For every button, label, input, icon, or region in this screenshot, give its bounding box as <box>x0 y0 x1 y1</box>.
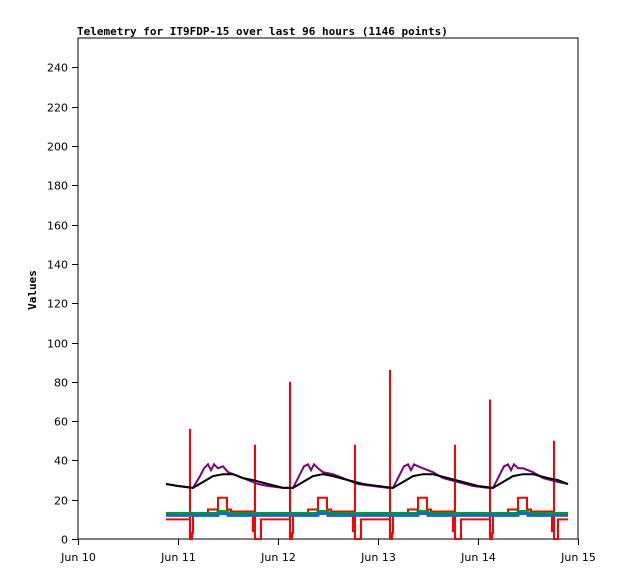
y-tick-label: 100 <box>47 338 68 351</box>
chart-title: Telemetry for IT9FDP-15 over last 96 hou… <box>77 25 448 38</box>
series-channel-4 <box>166 510 568 515</box>
series-channel-3 <box>165 473 569 489</box>
y-tick-label: 220 <box>47 102 68 115</box>
y-tick-label: 120 <box>47 298 68 311</box>
y-tick-label: 180 <box>47 180 68 193</box>
plot-frame <box>77 37 579 540</box>
y-tick-label: 140 <box>47 259 68 272</box>
y-tick-label: 200 <box>47 141 68 154</box>
x-tick-label: Jun 11 <box>160 551 196 564</box>
y-tick-label: 40 <box>54 455 68 468</box>
y-tick-label: 0 <box>61 534 68 547</box>
y-axis-label: Values <box>26 270 39 310</box>
x-tick-label: Jun 15 <box>560 551 596 564</box>
series-channel-5 <box>166 512 568 517</box>
y-tick-label: 20 <box>54 495 68 508</box>
y-tick-label: 60 <box>54 416 68 429</box>
x-tick-label: Jun 10 <box>60 551 96 564</box>
x-tick-label: Jun 14 <box>460 551 496 564</box>
y-tick-label: 80 <box>54 377 68 390</box>
y-tick-label: 160 <box>47 220 68 233</box>
x-tick-label: Jun 13 <box>360 551 396 564</box>
y-tick-label: 240 <box>47 62 68 75</box>
x-tick-label: Jun 12 <box>260 551 296 564</box>
